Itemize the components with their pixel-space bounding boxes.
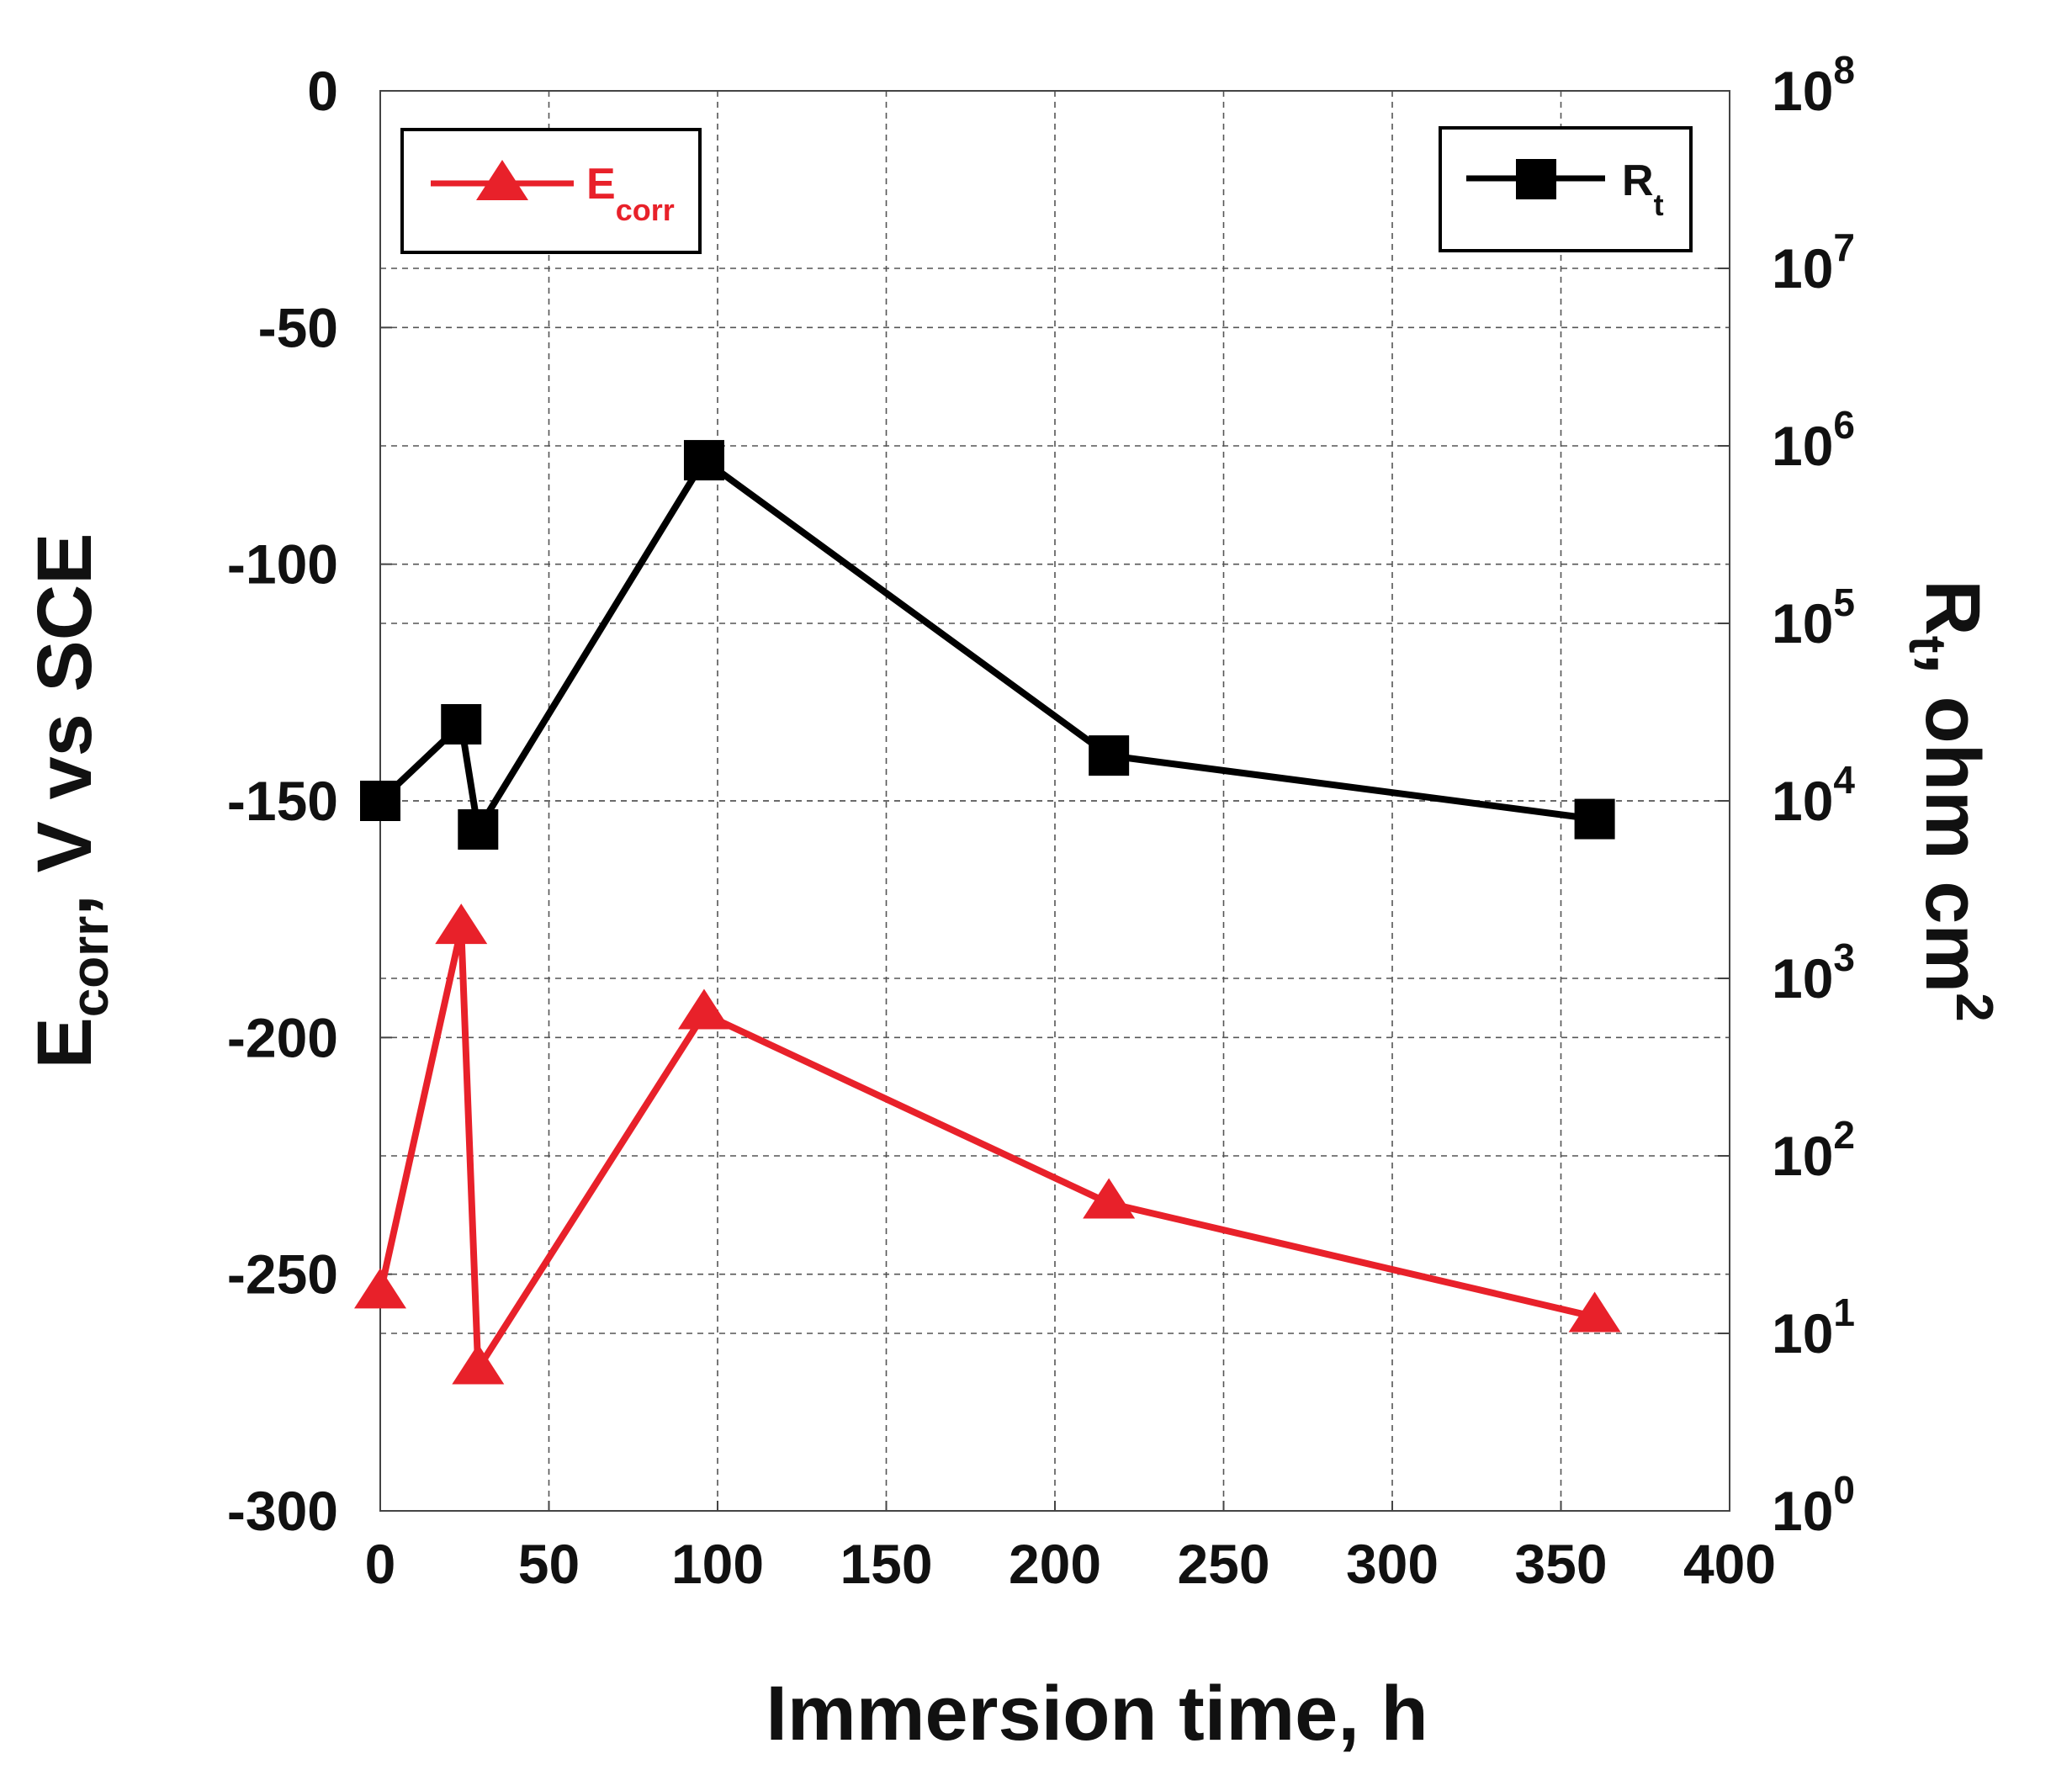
ecorr-point <box>1083 1178 1136 1219</box>
tick-labels: 0 50 100 150 200 250 300 350 4000-50-100-150-200… <box>227 48 1856 1595</box>
right-y-tick-label: 108 <box>1772 48 1855 122</box>
right-y-tick-exponent: 6 <box>1833 403 1855 447</box>
right-y-tick-label: 103 <box>1772 935 1855 1009</box>
left-y-tick-label: -300 <box>227 1480 338 1542</box>
right-y-tick-label: 102 <box>1772 1113 1855 1187</box>
rt-point <box>458 809 499 850</box>
axis-ticks <box>379 90 1730 1512</box>
right-y-tick-label: 107 <box>1772 225 1855 299</box>
right-y-tick-base: 10 <box>1772 770 1833 832</box>
right-y-tick-base: 10 <box>1772 415 1833 477</box>
right-y-tick-base: 10 <box>1772 237 1833 299</box>
right-y-tick-exponent: 2 <box>1833 1113 1855 1157</box>
ecorr-point <box>452 1343 505 1385</box>
series-line-ecorr <box>377 928 1596 1380</box>
ecorr-point <box>435 903 488 945</box>
grid-lines <box>380 91 1730 1511</box>
left-y-tick-label: -150 <box>227 770 338 832</box>
right-y-tick-exponent: 1 <box>1833 1290 1855 1334</box>
legend-rt-marker <box>1516 159 1556 199</box>
x-tick-label: 400 <box>1683 1533 1776 1595</box>
left-y-tick-label: -200 <box>227 1006 338 1068</box>
legend-rt-main: R <box>1622 156 1654 205</box>
right-y-tick-base: 10 <box>1772 592 1833 654</box>
legend-ecorr-sub: corr <box>616 193 675 227</box>
rt-point <box>683 440 724 481</box>
left-y-axis-title: Ecorr, V vs SCE <box>22 533 119 1068</box>
x-tick-label: 200 <box>1009 1533 1101 1595</box>
right-y-tick-base: 10 <box>1772 1302 1833 1364</box>
legend-ecorr-label: Ecorr <box>586 160 675 227</box>
x-tick-label: 50 <box>518 1533 580 1595</box>
right-y-label-rest: , ohm cm <box>1910 653 1995 993</box>
right-y-tick-exponent: 5 <box>1833 580 1855 624</box>
x-tick-label: 150 <box>840 1533 932 1595</box>
right-y-tick-exponent: 0 <box>1833 1468 1855 1512</box>
ecorr-point <box>354 1268 406 1309</box>
right-y-tick-label: 101 <box>1772 1290 1855 1364</box>
right-y-label-sup: 2 <box>1945 993 2003 1021</box>
right-y-tick-base: 10 <box>1772 60 1833 122</box>
ecorr-point <box>677 988 730 1030</box>
right-y-tick-label: 105 <box>1772 580 1855 654</box>
right-y-tick-base: 10 <box>1772 1480 1833 1542</box>
x-tick-label: 300 <box>1346 1533 1439 1595</box>
right-y-label-sub: t <box>1898 636 1956 654</box>
legend-ecorr-box <box>400 128 702 254</box>
legend-rt-box <box>1439 126 1693 252</box>
left-y-tick-label: 0 <box>307 60 338 122</box>
right-y-tick-exponent: 3 <box>1833 935 1855 979</box>
right-y-tick-label: 100 <box>1772 1468 1855 1542</box>
left-y-tick-label: -250 <box>227 1243 338 1306</box>
legend-ecorr-main: E <box>586 160 616 209</box>
right-y-axis-title: Rt, ohm cm2 <box>1898 580 2003 1021</box>
legend-rt: Rt <box>1439 126 1693 252</box>
legend-rt-sub: t <box>1654 188 1664 222</box>
left-y-label-rest: , V vs SCE <box>22 533 108 915</box>
rt-point <box>1574 798 1615 840</box>
legend-ecorr-marker <box>476 160 528 200</box>
right-y-label-main: R <box>1910 580 1995 635</box>
right-y-tick-base: 10 <box>1772 947 1833 1009</box>
right-y-tick-exponent: 8 <box>1833 48 1855 92</box>
series-layer <box>354 440 1621 1385</box>
right-y-tick-label: 104 <box>1772 758 1855 832</box>
series-line-rt <box>378 455 1596 840</box>
right-y-tick-base: 10 <box>1772 1125 1833 1187</box>
left-y-label-main: E <box>22 1017 108 1068</box>
left-y-label-sub: corr <box>61 916 119 1018</box>
x-tick-label: 250 <box>1177 1533 1269 1595</box>
right-y-tick-label: 106 <box>1772 403 1855 477</box>
x-tick-label: 350 <box>1514 1533 1607 1595</box>
x-tick-label: 100 <box>671 1533 764 1595</box>
right-y-tick-exponent: 4 <box>1833 758 1855 802</box>
legend-ecorr: Ecorr <box>400 128 702 254</box>
rt-point <box>360 781 400 821</box>
legend-rt-label: Rt <box>1622 156 1664 222</box>
left-y-tick-label: -50 <box>258 296 338 358</box>
right-y-tick-exponent: 7 <box>1833 225 1855 269</box>
ecorr-point <box>1568 1291 1621 1333</box>
rt-point <box>441 703 482 744</box>
x-axis-title: Immersion time, h <box>766 1671 1428 1757</box>
x-tick-label: 0 <box>365 1533 396 1595</box>
rt-point <box>1089 735 1130 776</box>
left-y-tick-label: -100 <box>227 533 338 596</box>
